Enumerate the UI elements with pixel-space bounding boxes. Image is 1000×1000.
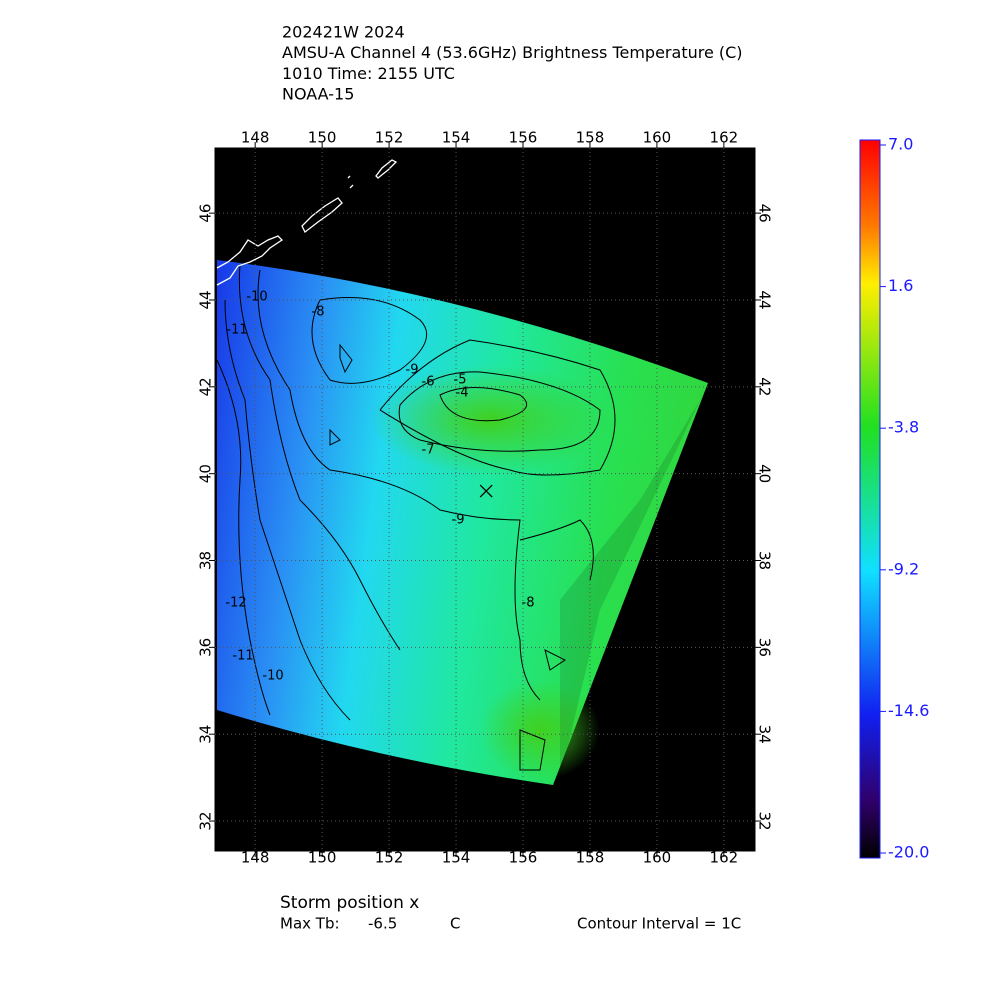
stipple-region bbox=[560, 390, 705, 780]
x-tick-label: 152 bbox=[375, 849, 404, 867]
y-tick-label: 32 bbox=[197, 811, 215, 830]
map-frame bbox=[214, 147, 756, 852]
title-line: NOAA-15 bbox=[282, 85, 354, 104]
title-line: 1010 Time: 2155 UTC bbox=[282, 64, 455, 83]
footer: Storm position x Max Tb: -6.5 C Contour … bbox=[280, 893, 741, 933]
warm-region bbox=[370, 365, 610, 475]
contour-label: -7 bbox=[422, 443, 435, 458]
warm-region bbox=[480, 680, 600, 780]
contour-label: -9 bbox=[452, 513, 465, 528]
x-tick-label: 160 bbox=[643, 129, 672, 147]
contour-label: -6 bbox=[422, 375, 435, 390]
y-tick-label: 42 bbox=[756, 377, 774, 396]
x-tick-label: 148 bbox=[241, 849, 270, 867]
contour-label: -12 bbox=[225, 596, 246, 611]
x-tick-label: 162 bbox=[710, 849, 739, 867]
contours bbox=[216, 264, 616, 771]
contour-label: -11 bbox=[232, 649, 253, 664]
x-tick-label: 154 bbox=[442, 849, 471, 867]
y-tick-label: 36 bbox=[756, 638, 774, 657]
colorbar-ticks: 7.0 1.6 -3.8 -9.2 -14.6 -20.0 bbox=[880, 135, 929, 862]
x-tick-label: 150 bbox=[308, 129, 337, 147]
colorbar bbox=[859, 139, 881, 859]
colorbar-label: -14.6 bbox=[888, 701, 929, 720]
contour-interval: Contour Interval = 1C bbox=[577, 915, 741, 933]
x-tick-label: 158 bbox=[576, 129, 605, 147]
x-tick-label: 160 bbox=[643, 849, 672, 867]
max-value: -6.5 bbox=[368, 915, 397, 933]
y-tick-label: 46 bbox=[756, 204, 774, 223]
y-tick-label: 34 bbox=[756, 725, 774, 744]
x-tick-label: 150 bbox=[308, 849, 337, 867]
y-tick-label: 38 bbox=[756, 551, 774, 570]
x-tick-label: 154 bbox=[442, 129, 471, 147]
x-tick-label: 148 bbox=[241, 129, 270, 147]
colorbar-label: -3.8 bbox=[888, 418, 919, 437]
contour-label: -11 bbox=[226, 323, 247, 338]
max-label: Max Tb: bbox=[280, 915, 340, 933]
contour-label: -10 bbox=[262, 669, 283, 684]
y-tick-label: 42 bbox=[197, 377, 215, 396]
y-tick-label: 40 bbox=[197, 464, 215, 483]
x-tick-label: 158 bbox=[576, 849, 605, 867]
contour-label: -8 bbox=[312, 305, 325, 320]
contour-label: -5 bbox=[454, 373, 467, 388]
max-unit: C bbox=[450, 915, 460, 933]
y-tick-label: 40 bbox=[756, 464, 774, 483]
contour-label: -8 bbox=[522, 596, 535, 611]
y-tick-label: 44 bbox=[756, 290, 774, 309]
axes: 148 148 150 150 152 152 154 154 156 156 158 158 160 1… bbox=[197, 129, 774, 867]
contour-label: -4 bbox=[456, 386, 469, 401]
coastline bbox=[216, 159, 398, 286]
title-line: 202421W 2024 bbox=[282, 23, 405, 42]
colorbar-label: 7.0 bbox=[888, 135, 913, 154]
contour-label: -10 bbox=[246, 290, 267, 305]
y-tick-label: 46 bbox=[197, 204, 215, 223]
x-tick-label: 162 bbox=[710, 129, 739, 147]
storm-label: Storm position x bbox=[280, 893, 419, 913]
x-tick-label: 156 bbox=[509, 849, 538, 867]
colorbar-label: -20.0 bbox=[888, 843, 929, 862]
storm-marker bbox=[479, 484, 493, 498]
y-tick-label: 32 bbox=[756, 811, 774, 830]
colorbar-label: 1.6 bbox=[888, 276, 913, 295]
y-tick-label: 38 bbox=[197, 551, 215, 570]
y-tick-label: 44 bbox=[197, 290, 215, 309]
title-line: AMSU-A Channel 4 (53.6GHz) Brightness Te… bbox=[282, 43, 743, 62]
colorbar-label: -9.2 bbox=[888, 559, 919, 578]
x-tick-label: 152 bbox=[375, 129, 404, 147]
contour-label: -9 bbox=[406, 363, 419, 378]
y-tick-label: 36 bbox=[197, 638, 215, 657]
x-tick-label: 156 bbox=[509, 129, 538, 147]
y-tick-label: 34 bbox=[197, 725, 215, 744]
